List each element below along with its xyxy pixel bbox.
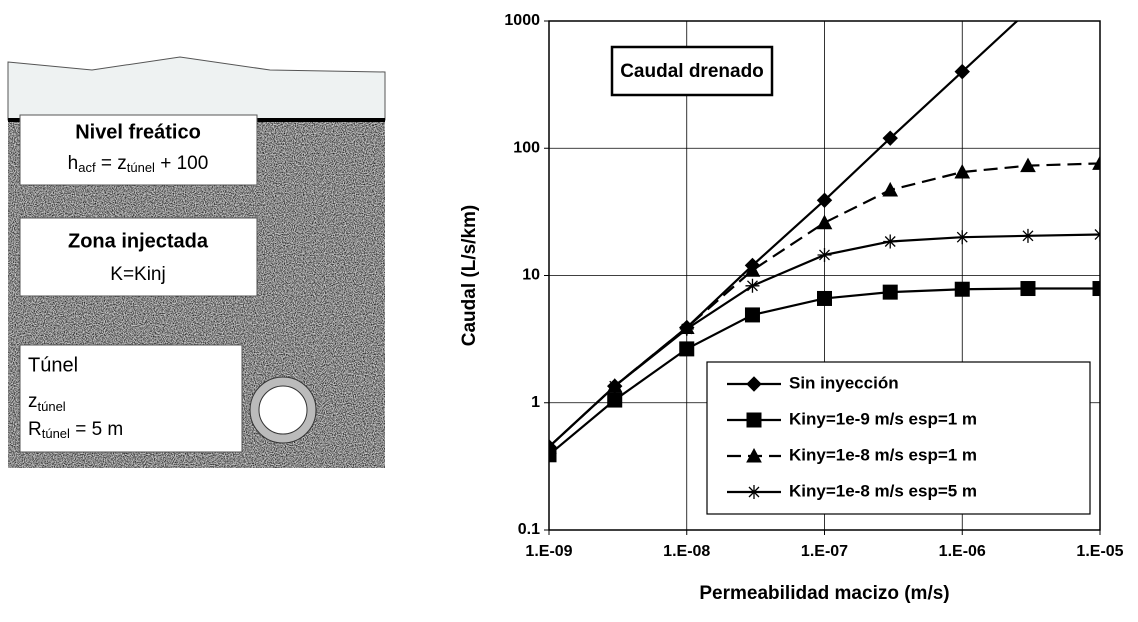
marker [816,192,833,208]
marker [744,262,761,277]
chart: 0.1 1 10 100 1000 1.E-09 1.E-08 1.E-07 1.E-06 1.E… [459,4,1124,604]
text-part: z [28,391,38,412]
box-zona [19,217,258,297]
y-tick-label: 1000 [504,12,540,29]
text-part: = z [96,153,127,174]
series-line [549,162,1100,448]
marker [882,284,898,300]
x-axis-label: Permeabilidad macizo (m/s) [699,583,949,604]
marker [549,447,557,463]
marker [954,63,970,80]
text-part: R [28,419,42,440]
x-tick-label: 1.E-09 [525,543,572,560]
marker [1093,227,1100,242]
x-tick-label: 1.E-07 [801,543,848,560]
tunnel [258,385,308,435]
marker [955,230,970,245]
x-tick-label: 1.E-05 [1076,543,1123,560]
subscript: túnel [42,426,70,441]
box-line: hacf = ztúnel + 100 [68,153,209,175]
marker [817,247,832,262]
marker [816,214,833,230]
text-part: h [68,153,79,174]
marker [679,341,695,357]
marker [954,281,970,297]
box-line: K=Kinj [110,264,165,285]
legend-label: Kiny=1e-8 m/s esp=5 m [789,481,977,500]
subscript: túnel [38,399,66,414]
marker [1020,281,1036,297]
marker [744,307,760,323]
marker [745,278,760,293]
surface [7,56,386,121]
box-title: Zona injectada [68,230,209,252]
marker [882,181,899,197]
plot-area [549,4,1100,463]
title-box [610,45,774,97]
box-line: ztúnel [28,391,66,414]
y-tick-label: 10 [522,267,540,284]
y-axis-label: Caudal (L/s/km) [459,205,480,346]
marker [883,234,898,249]
marker [607,379,622,394]
box-line: Rtúnel = 5 m [28,419,123,441]
box-title: Nivel freático [75,121,201,143]
y-tick-label: 1 [531,394,540,411]
marker [679,321,694,336]
diagram: Nivel freático hacf = ztúnel + 100 Zona … [7,56,386,468]
marker [1021,4,1035,18]
marker [1020,157,1036,173]
y-tick-label: 0.1 [518,521,540,538]
legend-box [706,361,1091,515]
legend-marker [747,485,761,499]
legend-marker [746,412,762,428]
box-tunel [19,344,243,453]
box-nivel [19,114,258,186]
marker [817,290,832,306]
marker [882,130,898,146]
subscript: túnel [127,160,155,175]
plot-frame [548,20,1101,531]
chart-title: Caudal drenado [620,61,764,82]
marker [1020,228,1035,243]
text-part: + 100 [155,153,208,174]
legend-marker [746,376,762,392]
box-title: Túnel [28,354,78,376]
subscript: acf [78,160,96,175]
marker [607,392,623,408]
marker [954,164,971,179]
x-tick-label: 1.E-08 [663,543,710,560]
x-tick-label: 1.E-06 [939,543,986,560]
marker [1092,281,1100,297]
legend-label: Kiny=1e-9 m/s esp=1 m [789,409,977,428]
text-part: = 5 m [70,419,123,440]
y-tick-label: 100 [513,139,540,156]
legend-label: Sin inyección [789,373,899,392]
marker [549,439,556,454]
legend-marker [746,447,762,463]
marker [1092,155,1100,170]
legend-label: Kiny=1e-8 m/s esp=1 m [789,445,977,464]
